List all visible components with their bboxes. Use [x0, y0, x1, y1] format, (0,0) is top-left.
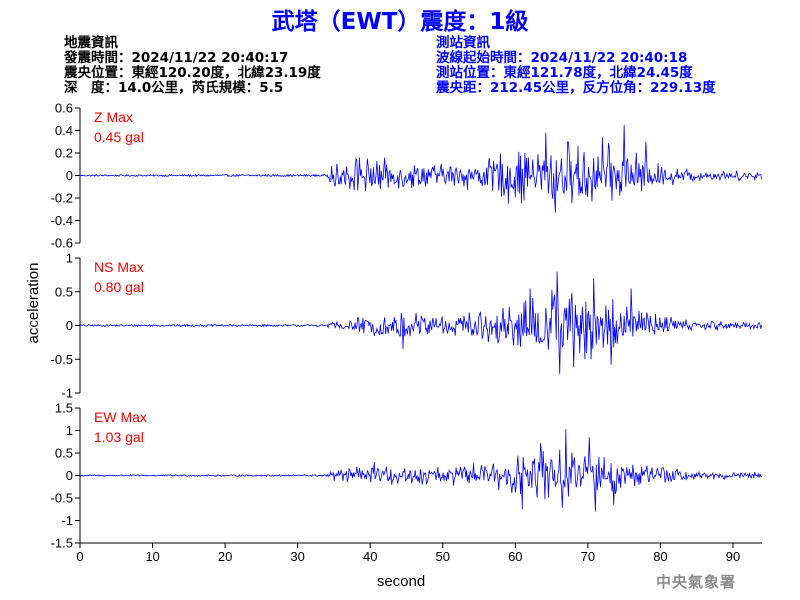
y-tick-label: -0.2	[51, 191, 73, 206]
agency-watermark: 中央氣象署	[656, 573, 737, 591]
x-tick-label: 90	[726, 549, 740, 564]
y-tick-label: 0.5	[55, 284, 73, 299]
y-tick-label: -0.5	[51, 491, 73, 506]
x-axis-title: second	[377, 573, 425, 590]
earthquake-info: 地震資訊 發震時間：2024/11/22 20:40:17 震央位置：東經120…	[64, 36, 321, 96]
y-tick-label: 1.5	[55, 401, 73, 416]
x-tick-label: 10	[145, 549, 159, 564]
station-info: 測站資訊 波線起始時間：2024/11/22 20:40:18 測站位置：東經1…	[436, 36, 716, 96]
waveform-ew	[79, 429, 762, 512]
y-tick-label: 0.2	[55, 146, 73, 161]
station-location: 測站位置：東經121.78度，北緯24.45度	[436, 65, 693, 81]
epicentral-distance: 震央距：212.45公里，反方位角：229.13度	[436, 80, 716, 96]
y-tick-label: -0.4	[51, 213, 73, 228]
x-tick-label: 80	[653, 549, 667, 564]
y-tick-label: 0.4	[55, 123, 73, 138]
y-tick-label: 0	[66, 168, 73, 183]
x-tick-label: 0	[76, 549, 83, 564]
max-label-value: 0.45 gal	[94, 129, 144, 145]
max-label-value: 1.03 gal	[94, 429, 144, 445]
y-tick-label: -1	[61, 513, 73, 528]
x-tick-label: 40	[363, 549, 377, 564]
max-label-name: EW Max	[94, 409, 147, 425]
page-title: 武塔（EWT）震度：1級	[271, 9, 529, 35]
y-tick-label: 0.6	[55, 101, 73, 116]
max-label-value: 0.80 gal	[94, 279, 144, 295]
waveform-ns	[79, 271, 763, 375]
waveform-z	[79, 124, 763, 213]
y-tick-label: 1	[66, 251, 73, 266]
station-info-heading: 測站資訊	[436, 35, 490, 51]
y-tick-label: -0.6	[51, 236, 73, 251]
earthquake-info-heading: 地震資訊	[64, 35, 118, 51]
y-tick-label: -0.5	[51, 352, 73, 367]
y-tick-label: -1	[61, 386, 73, 401]
y-axis-title: acceleration	[25, 263, 42, 344]
x-tick-label: 20	[218, 549, 232, 564]
y-tick-label: 0	[66, 468, 73, 483]
y-tick-label: 1	[66, 423, 73, 438]
x-tick-label: 30	[290, 549, 304, 564]
x-tick-label: 60	[508, 549, 522, 564]
earthquake-time: 發震時間：2024/11/22 20:40:17	[64, 50, 289, 66]
x-tick-label: 70	[581, 549, 595, 564]
max-label-name: NS Max	[94, 259, 144, 275]
y-tick-label: 0	[66, 318, 73, 333]
y-tick-label: -1.5	[51, 536, 73, 551]
y-tick-label: 0.5	[55, 446, 73, 461]
max-label-name: Z Max	[94, 109, 133, 125]
epicenter-location: 震央位置：東經120.20度，北緯23.19度	[64, 65, 321, 81]
x-tick-label: 50	[436, 549, 450, 564]
wave-start-time: 波線起始時間：2024/11/22 20:40:18	[436, 50, 688, 66]
depth-magnitude: 深 度：14.0公里，芮氏規模：5.5	[64, 80, 284, 96]
